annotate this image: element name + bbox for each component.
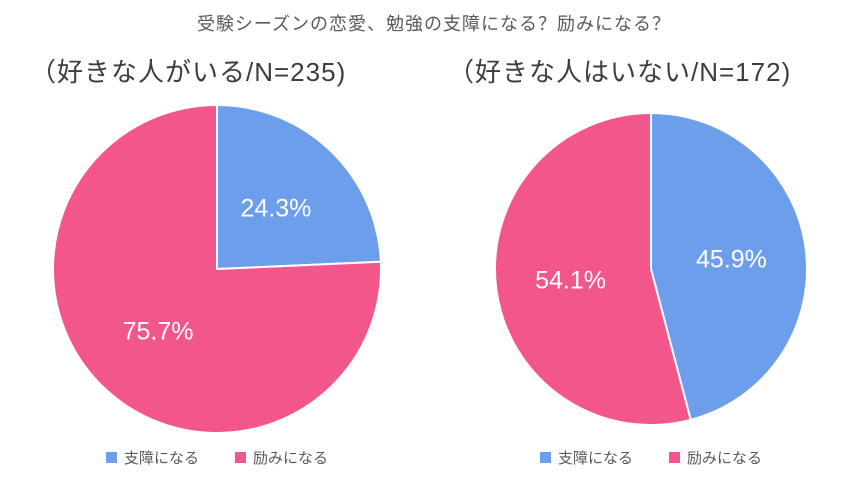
slice-label: 45.9% [696,246,767,274]
legend-swatch-pink [669,452,680,463]
legend-item: 励みになる [235,447,328,468]
legend-item: 支障になる [105,447,199,468]
slice-label: 54.1% [535,266,606,294]
pie-slice [650,111,808,422]
pie-slice [52,103,382,434]
chart-panel-left: （好きな人がいる/N=235) 24.3% 75.7% 支障になる 励みになる [0,36,434,468]
legend-swatch-pink [235,452,246,463]
legend-label: 支障になる [557,450,633,467]
legend-swatch-blue [105,452,117,463]
legend-item: 励みになる [669,447,762,468]
pie-chart-right: 45.9% 54.1% [494,111,808,426]
legend-label: 支障になる [123,450,199,467]
slice-label: 75.7% [123,318,194,346]
legend-label: 励みになる [253,450,329,467]
chart-subtitle-left: （好きな人がいる/N=235) [30,57,347,87]
pie-wrap-right: 45.9% 54.1% [434,93,868,445]
legend-swatch-blue [539,452,551,463]
legend-label: 励みになる [687,450,763,467]
chart-subtitle-right: （好きな人はいない/N=172) [448,57,792,87]
pie-slice [494,111,692,426]
legend-item: 支障になる [539,447,633,468]
pie-slice [216,103,382,271]
slice-label: 24.3% [241,194,312,222]
chart-legend-left: 支障になる 励みになる [0,447,434,468]
chart-title: 受験シーズンの恋愛、勉強の支障になる？励みになる？ [196,14,672,34]
chart-legend-right: 支障になる 励みになる [434,447,868,468]
chart-panels: （好きな人がいる/N=235) 24.3% 75.7% 支障になる 励みになる （… [0,36,868,468]
pie-chart-left: 24.3% 75.7% [52,103,382,434]
chart-panel-right: （好きな人はいない/N=172) 45.9% 54.1% 支障になる 励みになる [434,36,868,468]
pie-wrap-left: 24.3% 75.7% [0,93,434,445]
